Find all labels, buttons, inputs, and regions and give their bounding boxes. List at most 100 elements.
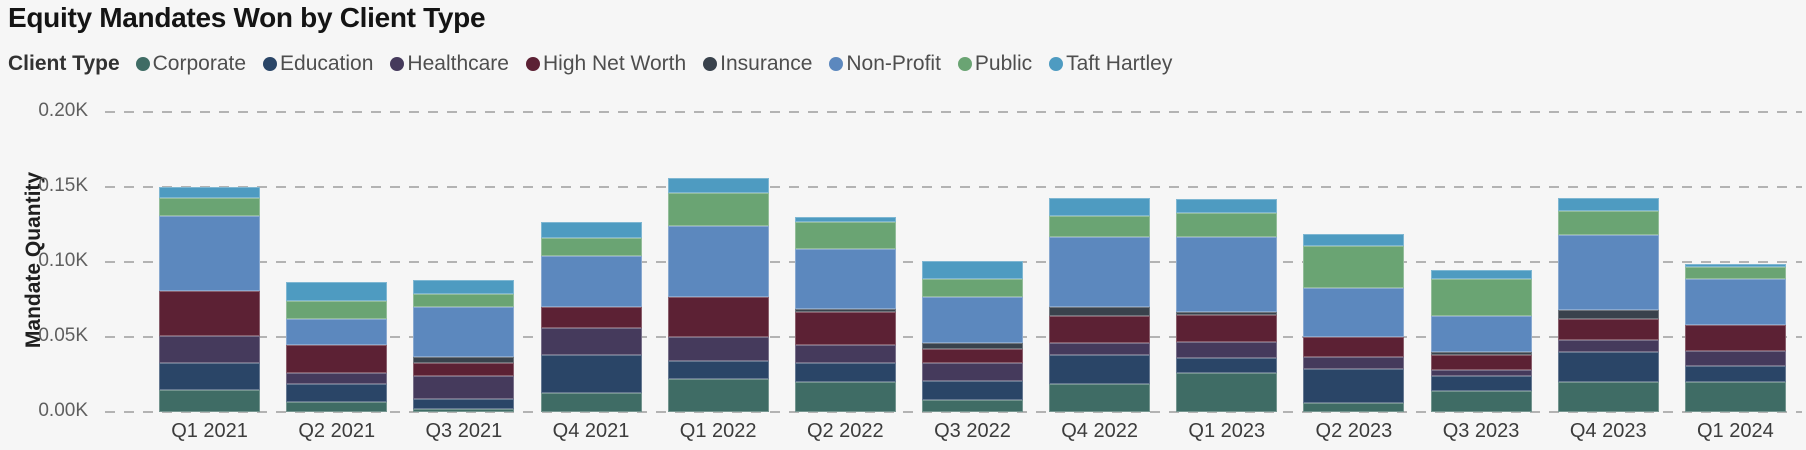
segment-q3-2022-non-profit[interactable] <box>921 296 1023 343</box>
segment-q4-2023-non-profit[interactable] <box>1557 235 1659 310</box>
segment-q1-2022-healthcare[interactable] <box>667 337 769 361</box>
segment-q2-2022-education[interactable] <box>794 362 896 382</box>
segment-q1-2021-non-profit[interactable] <box>159 215 261 291</box>
segment-q1-2024-high-net-worth[interactable] <box>1684 325 1786 351</box>
segment-q4-2023-healthcare[interactable] <box>1557 340 1659 352</box>
legend-item-healthcare[interactable]: Healthcare <box>390 52 509 76</box>
segment-q3-2021-healthcare[interactable] <box>413 376 515 399</box>
segment-q2-2021-high-net-worth[interactable] <box>286 344 388 373</box>
bar-q1-2021[interactable] <box>159 187 261 412</box>
segment-q3-2023-education[interactable] <box>1430 376 1532 391</box>
segment-q3-2021-corporate[interactable] <box>413 409 515 412</box>
bar-q1-2022[interactable] <box>667 178 769 412</box>
segment-q3-2023-healthcare[interactable] <box>1430 370 1532 376</box>
segment-q1-2023-public[interactable] <box>1176 212 1278 237</box>
segment-q2-2023-corporate[interactable] <box>1303 403 1405 412</box>
bar-q1-2023[interactable] <box>1176 199 1278 412</box>
segment-q1-2023-healthcare[interactable] <box>1176 341 1278 358</box>
segment-q1-2022-public[interactable] <box>667 193 769 226</box>
bar-q3-2022[interactable] <box>921 260 1023 412</box>
segment-q2-2021-healthcare[interactable] <box>286 373 388 384</box>
segment-q3-2022-healthcare[interactable] <box>921 362 1023 381</box>
segment-q3-2023-high-net-worth[interactable] <box>1430 355 1532 370</box>
segment-q3-2021-education[interactable] <box>413 398 515 409</box>
segment-q1-2023-insurance[interactable] <box>1176 311 1278 315</box>
segment-q4-2022-healthcare[interactable] <box>1049 343 1151 355</box>
segment-q1-2022-corporate[interactable] <box>667 379 769 412</box>
segment-q2-2022-taft-hartley[interactable] <box>794 217 896 222</box>
segment-q1-2023-taft-hartley[interactable] <box>1176 199 1278 213</box>
segment-q1-2024-taft-hartley[interactable] <box>1684 263 1786 267</box>
segment-q3-2021-public[interactable] <box>413 293 515 307</box>
segment-q1-2023-non-profit[interactable] <box>1176 236 1278 312</box>
segment-q4-2021-education[interactable] <box>540 355 642 393</box>
segment-q4-2021-non-profit[interactable] <box>540 256 642 307</box>
segment-q4-2023-high-net-worth[interactable] <box>1557 319 1659 340</box>
legend-item-public[interactable]: Public <box>957 52 1032 76</box>
segment-q3-2022-public[interactable] <box>921 278 1023 297</box>
segment-q2-2022-insurance[interactable] <box>794 308 896 312</box>
segment-q3-2022-education[interactable] <box>921 380 1023 400</box>
segment-q1-2023-education[interactable] <box>1176 358 1278 373</box>
segment-q2-2023-public[interactable] <box>1303 245 1405 288</box>
segment-q1-2023-corporate[interactable] <box>1176 373 1278 412</box>
segment-q2-2022-corporate[interactable] <box>794 382 896 412</box>
segment-q4-2021-public[interactable] <box>540 238 642 256</box>
segment-q3-2023-corporate[interactable] <box>1430 391 1532 412</box>
segment-q2-2022-public[interactable] <box>794 221 896 249</box>
segment-q1-2023-high-net-worth[interactable] <box>1176 314 1278 342</box>
segment-q2-2022-high-net-worth[interactable] <box>794 311 896 345</box>
legend-item-education[interactable]: Education <box>263 52 373 76</box>
segment-q4-2023-taft-hartley[interactable] <box>1557 197 1659 211</box>
legend-item-insurance[interactable]: Insurance <box>703 52 812 76</box>
segment-q2-2023-taft-hartley[interactable] <box>1303 233 1405 246</box>
segment-q1-2021-public[interactable] <box>159 197 261 216</box>
segment-q1-2022-non-profit[interactable] <box>667 226 769 297</box>
segment-q1-2024-public[interactable] <box>1684 266 1786 279</box>
segment-q1-2022-taft-hartley[interactable] <box>667 178 769 193</box>
segment-q4-2022-non-profit[interactable] <box>1049 236 1151 307</box>
segment-q1-2021-taft-hartley[interactable] <box>159 187 261 198</box>
segment-q4-2021-corporate[interactable] <box>540 392 642 412</box>
segment-q2-2023-education[interactable] <box>1303 368 1405 403</box>
segment-q3-2023-insurance[interactable] <box>1430 352 1532 355</box>
segment-q1-2024-corporate[interactable] <box>1684 382 1786 412</box>
segment-q2-2021-taft-hartley[interactable] <box>286 281 388 301</box>
segment-q4-2023-education[interactable] <box>1557 352 1659 382</box>
segment-q2-2023-high-net-worth[interactable] <box>1303 337 1405 357</box>
segment-q1-2021-healthcare[interactable] <box>159 335 261 363</box>
bar-q2-2023[interactable] <box>1303 233 1405 412</box>
segment-q2-2021-education[interactable] <box>286 383 388 402</box>
segment-q3-2022-taft-hartley[interactable] <box>921 260 1023 279</box>
bar-q2-2021[interactable] <box>286 281 388 412</box>
segment-q4-2021-high-net-worth[interactable] <box>540 307 642 328</box>
segment-q1-2024-non-profit[interactable] <box>1684 278 1786 325</box>
segment-q4-2023-public[interactable] <box>1557 211 1659 235</box>
segment-q1-2022-education[interactable] <box>667 361 769 379</box>
segment-q2-2022-non-profit[interactable] <box>794 248 896 309</box>
segment-q1-2021-corporate[interactable] <box>159 389 261 412</box>
segment-q4-2023-corporate[interactable] <box>1557 382 1659 412</box>
bar-q1-2024[interactable] <box>1684 263 1786 412</box>
bar-q3-2023[interactable] <box>1430 269 1532 412</box>
segment-q1-2021-education[interactable] <box>159 362 261 390</box>
segment-q4-2021-healthcare[interactable] <box>540 328 642 355</box>
segment-q1-2024-healthcare[interactable] <box>1684 350 1786 366</box>
segment-q3-2021-high-net-worth[interactable] <box>413 362 515 376</box>
segment-q3-2022-corporate[interactable] <box>921 400 1023 412</box>
segment-q4-2023-insurance[interactable] <box>1557 310 1659 319</box>
bar-q2-2022[interactable] <box>794 217 896 412</box>
bar-q3-2021[interactable] <box>413 280 515 412</box>
segment-q4-2022-public[interactable] <box>1049 215 1151 237</box>
segment-q3-2022-insurance[interactable] <box>921 343 1023 349</box>
segment-q2-2022-healthcare[interactable] <box>794 344 896 363</box>
segment-q4-2022-high-net-worth[interactable] <box>1049 316 1151 343</box>
bar-q4-2021[interactable] <box>540 221 642 412</box>
segment-q2-2023-non-profit[interactable] <box>1303 287 1405 337</box>
segment-q3-2021-non-profit[interactable] <box>413 307 515 357</box>
segment-q4-2021-taft-hartley[interactable] <box>540 221 642 238</box>
segment-q3-2022-high-net-worth[interactable] <box>921 349 1023 363</box>
segment-q1-2024-education[interactable] <box>1684 365 1786 382</box>
legend-item-non-profit[interactable]: Non-Profit <box>829 52 941 76</box>
segment-q1-2021-high-net-worth[interactable] <box>159 290 261 336</box>
